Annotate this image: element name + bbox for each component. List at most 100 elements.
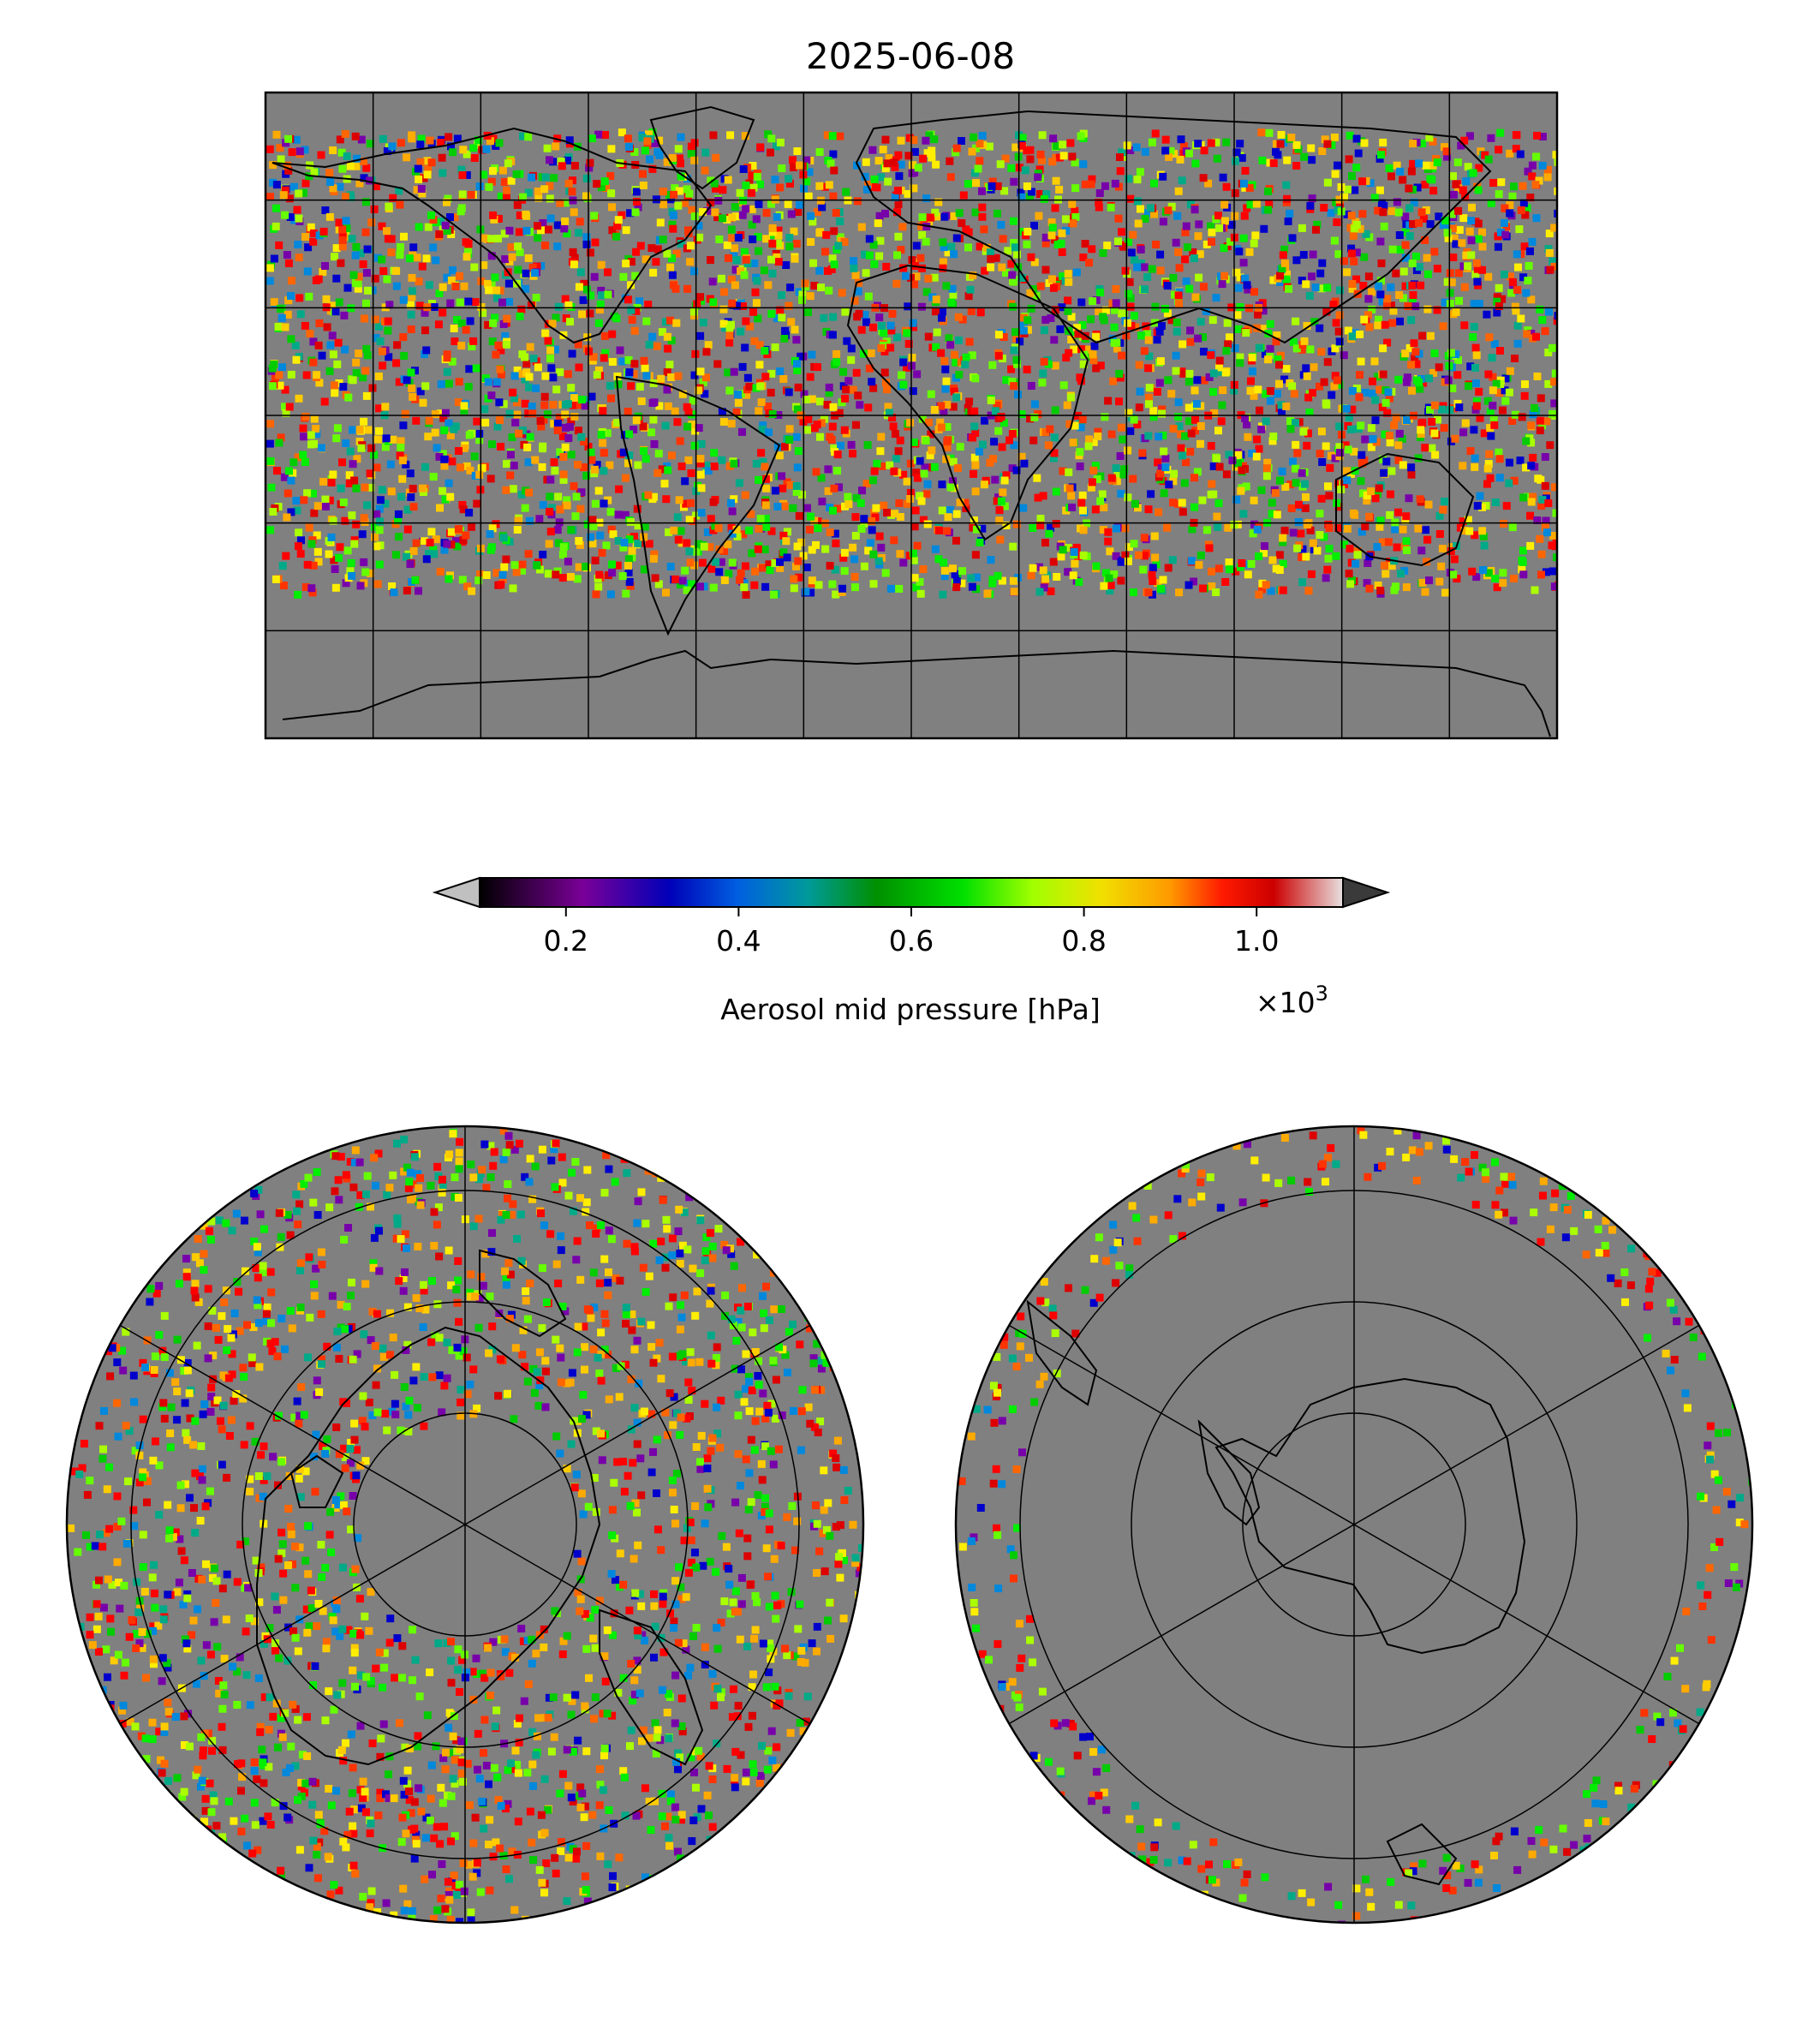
aerosol-pixel	[691, 427, 700, 435]
aerosol-pixel	[870, 467, 879, 475]
aerosol-pixel	[413, 254, 421, 262]
aerosol-pixel	[1506, 149, 1514, 158]
aerosol-pixel	[950, 387, 958, 396]
aerosol-pixel	[1321, 135, 1329, 144]
aerosol-pixel	[288, 148, 296, 157]
aerosol-pixel	[926, 213, 934, 222]
aerosol-pixel	[501, 332, 510, 340]
aerosol-pixel	[1261, 542, 1268, 551]
aerosol-pixel	[712, 1567, 720, 1576]
aerosol-pixel	[1490, 421, 1499, 429]
aerosol-pixel	[776, 306, 785, 314]
aerosol-pixel	[254, 1185, 263, 1194]
aerosol-pixel	[169, 1533, 177, 1542]
aerosol-pixel	[682, 499, 690, 508]
aerosol-pixel	[474, 576, 483, 585]
aerosol-pixel	[844, 1486, 852, 1495]
aerosol-pixel	[1175, 422, 1184, 431]
aerosol-pixel	[1225, 451, 1233, 459]
aerosol-pixel	[1284, 218, 1292, 225]
aerosol-pixel	[655, 136, 664, 145]
aerosol-pixel	[528, 173, 536, 182]
aerosol-pixel	[1009, 302, 1017, 311]
aerosol-pixel	[281, 323, 289, 331]
aerosol-pixel	[596, 1781, 605, 1789]
aerosol-pixel	[940, 357, 949, 366]
aerosol-pixel	[696, 582, 704, 591]
aerosol-pixel	[649, 415, 658, 424]
aerosol-pixel	[575, 563, 583, 571]
aerosol-pixel	[958, 219, 966, 227]
aerosol-pixel	[647, 1468, 656, 1477]
aerosol-pixel	[1387, 467, 1396, 475]
aerosol-pixel	[598, 291, 606, 300]
aerosol-pixel	[541, 372, 550, 380]
aerosol-pixel	[345, 479, 354, 487]
aerosol-pixel	[498, 298, 506, 307]
aerosol-pixel	[852, 421, 860, 429]
aerosol-pixel	[1452, 240, 1460, 248]
aerosol-pixel	[863, 441, 872, 450]
aerosol-pixel	[764, 281, 773, 289]
aerosol-pixel	[1470, 300, 1478, 308]
aerosol-pixel	[670, 526, 678, 534]
aerosol-pixel	[133, 1578, 141, 1586]
aerosol-pixel	[475, 436, 484, 445]
aerosol-pixel	[534, 194, 543, 202]
aerosol-pixel	[454, 398, 462, 407]
aerosol-pixel	[677, 240, 685, 248]
aerosol-pixel	[582, 1411, 591, 1419]
aerosol-pixel	[208, 1736, 217, 1745]
aerosol-pixel	[1358, 528, 1366, 536]
aerosol-pixel	[1550, 399, 1557, 408]
aerosol-pixel	[1041, 575, 1050, 583]
aerosol-pixel	[1177, 430, 1185, 439]
aerosol-pixel	[591, 556, 600, 564]
aerosol-pixel	[943, 423, 952, 431]
aerosol-pixel	[1512, 307, 1520, 315]
aerosol-pixel	[307, 223, 315, 231]
aerosol-pixel	[1484, 155, 1493, 164]
aerosol-pixel	[1113, 470, 1122, 479]
aerosol-pixel	[884, 403, 892, 411]
aerosol-pixel	[1544, 499, 1553, 508]
aerosol-pixel	[1356, 371, 1364, 379]
aerosol-pixel	[1126, 146, 1135, 154]
aerosol-pixel	[774, 226, 783, 235]
aerosol-pixel	[554, 539, 563, 547]
aerosol-pixel	[594, 486, 603, 495]
aerosol-pixel	[727, 523, 736, 532]
aerosol-pixel	[698, 558, 707, 567]
aerosol-pixel	[634, 522, 642, 530]
aerosol-pixel	[322, 295, 331, 303]
aerosol-pixel	[840, 426, 849, 434]
aerosol-pixel	[894, 200, 903, 209]
aerosol-pixel	[1078, 491, 1087, 499]
aerosol-pixel	[515, 429, 523, 438]
aerosol-pixel	[1029, 524, 1037, 532]
aerosol-pixel	[1417, 208, 1426, 217]
aerosol-pixel	[1370, 194, 1379, 202]
aerosol-pixel	[460, 282, 468, 290]
aerosol-pixel	[850, 264, 858, 272]
aerosol-pixel	[1548, 343, 1556, 352]
aerosol-pixel	[1364, 272, 1373, 281]
aerosol-pixel	[755, 200, 763, 208]
aerosol-pixel	[277, 313, 286, 322]
aerosol-pixel	[1089, 466, 1098, 474]
aerosol-pixel	[897, 136, 905, 145]
aerosol-pixel	[795, 511, 803, 520]
aerosol-pixel	[968, 582, 976, 591]
aerosol-pixel	[331, 565, 339, 573]
aerosol-pixel	[1550, 224, 1557, 232]
aerosol-pixel	[327, 478, 336, 486]
aerosol-pixel	[1394, 208, 1403, 217]
aerosol-pixel	[1507, 289, 1516, 297]
aerosol-pixel	[624, 408, 632, 415]
aerosol-pixel	[597, 286, 606, 295]
aerosol-pixel	[1534, 474, 1543, 483]
aerosol-pixel	[781, 326, 790, 335]
aerosol-pixel	[1077, 298, 1086, 307]
aerosol-pixel	[968, 147, 976, 156]
aerosol-pixel	[748, 205, 756, 213]
